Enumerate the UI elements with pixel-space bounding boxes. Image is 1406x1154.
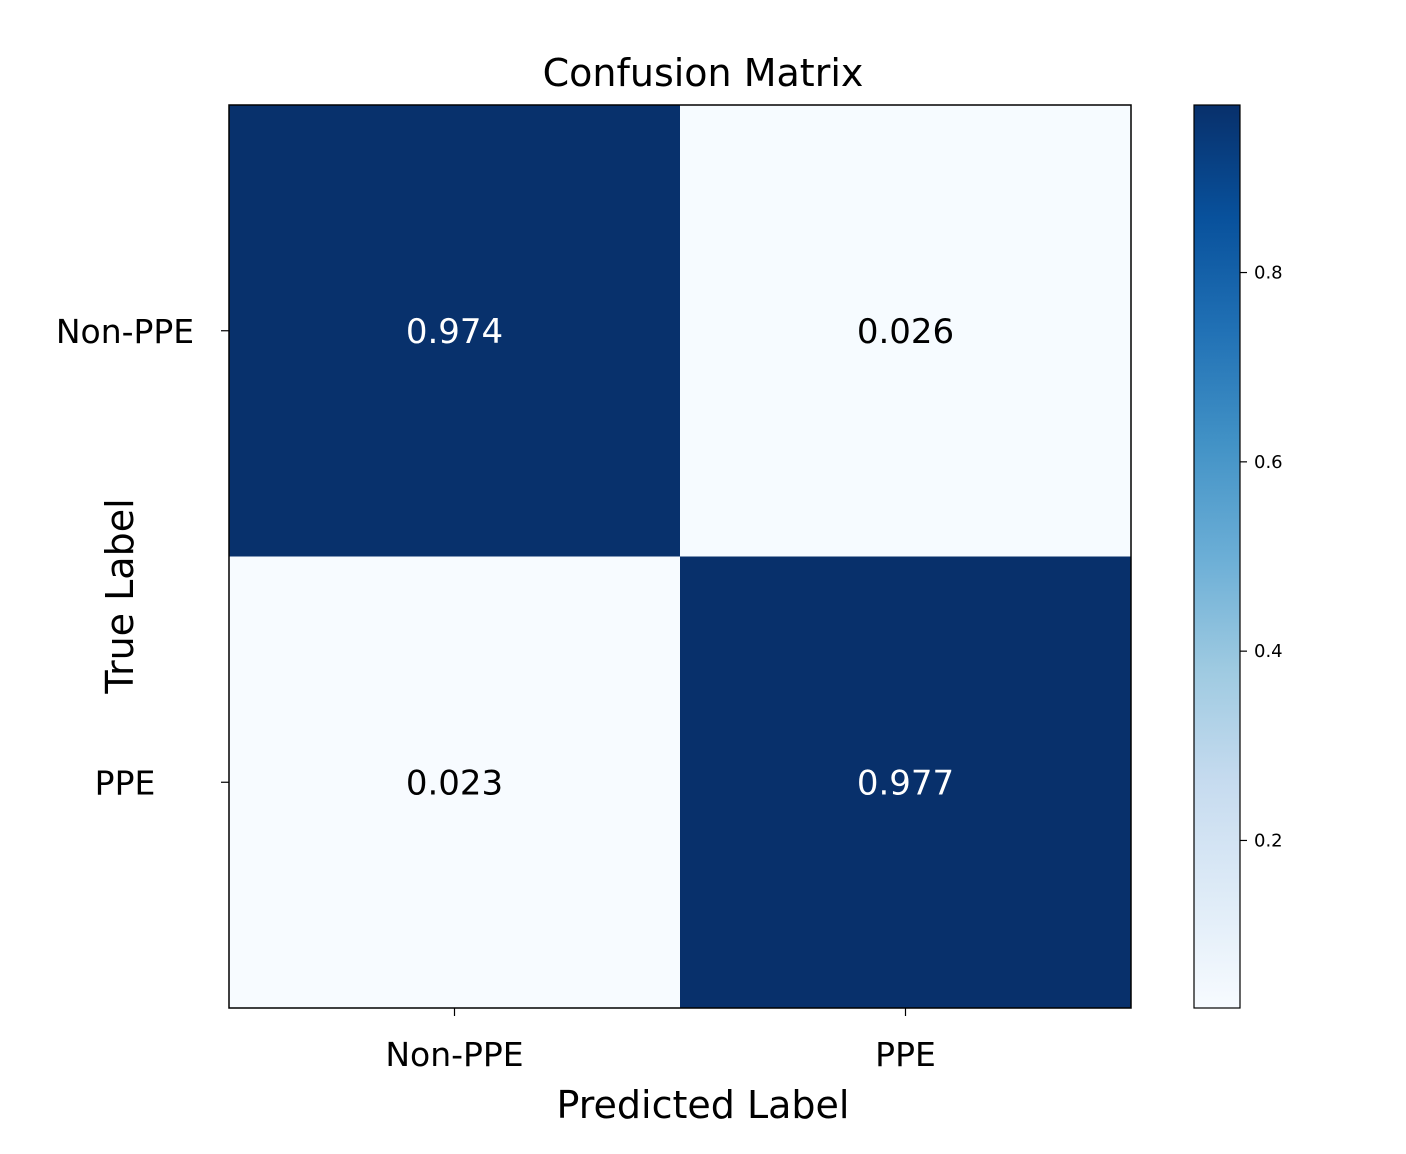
heatmap-cell: [680, 556, 1132, 1009]
colorbar-ticks: 0.2 0.4 0.6 0.8: [1240, 263, 1283, 851]
heatmap-cell: [229, 556, 681, 1009]
heatmap-cells: [229, 105, 1132, 1009]
colorbar-tick-label: 0.8: [1254, 263, 1283, 284]
heatmap-cell-labels: 0.974 0.026 0.023 0.977: [406, 312, 954, 804]
cell-value-label: 0.026: [857, 312, 954, 352]
cell-value-label: 0.023: [406, 763, 503, 803]
y-tick-label: Non-PPE: [56, 312, 194, 351]
colorbar-gradient: [1193, 104, 1241, 1009]
heatmap-cell: [229, 105, 681, 557]
cell-value-label: 0.974: [406, 312, 503, 352]
y-tick-label: PPE: [95, 763, 156, 802]
y-axis-label: True Label: [98, 498, 142, 694]
colorbar-tick-label: 0.4: [1254, 641, 1283, 662]
cell-value-label: 0.977: [857, 763, 954, 803]
x-axis-label: Predicted Label: [557, 1083, 850, 1127]
y-axis-ticks: Non-PPE PPE: [56, 312, 229, 802]
plot-frame: [228, 104, 1132, 1009]
x-tick-label: Non-PPE: [385, 1035, 523, 1074]
x-tick-label: PPE: [875, 1035, 936, 1074]
colorbar-tick-label: 0.6: [1254, 452, 1283, 473]
colorbar: 0.2 0.4 0.6 0.8: [1193, 104, 1283, 1009]
colorbar-tick-label: 0.2: [1254, 830, 1283, 851]
heatmap-cell: [680, 105, 1132, 557]
chart-title: Confusion Matrix: [543, 51, 864, 95]
x-axis-ticks: Non-PPE PPE: [385, 1008, 936, 1074]
